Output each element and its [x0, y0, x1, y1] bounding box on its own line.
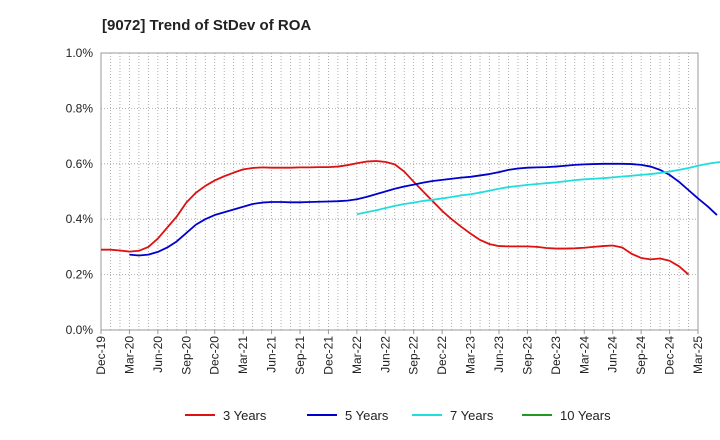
x-tick-label: Dec-19 — [94, 336, 108, 375]
y-tick-label: 1.0% — [66, 46, 94, 60]
legend-label-2: 7 Years — [450, 408, 494, 423]
x-tick-label: Dec-22 — [435, 336, 449, 375]
x-tick-label: Dec-24 — [663, 336, 677, 375]
y-tick-label: 0.6% — [66, 157, 94, 171]
series-line-2 — [356, 161, 720, 216]
legend-label-0: 3 Years — [223, 408, 267, 423]
grid — [100, 52, 699, 331]
y-tick-label: 0.2% — [66, 268, 94, 282]
y-tick-label: 0.0% — [66, 323, 94, 337]
x-tick-label: Sep-22 — [407, 336, 421, 375]
x-tick-label: Mar-25 — [691, 336, 705, 374]
series-line-0 — [101, 160, 690, 276]
plot-frame — [100, 52, 699, 331]
x-tick-label: Jun-21 — [265, 336, 279, 373]
x-tick-label: Sep-23 — [520, 336, 534, 375]
x-tick-label: Mar-23 — [464, 336, 478, 374]
x-tick-label: Jun-23 — [492, 336, 506, 373]
legend-label-1: 5 Years — [345, 408, 389, 423]
y-tick-label: 0.4% — [66, 212, 94, 226]
series-lines — [101, 160, 720, 276]
x-tick-label: Dec-23 — [549, 336, 563, 375]
x-tick-label: Jun-20 — [151, 336, 165, 373]
x-tick-label: Sep-21 — [293, 336, 307, 375]
legend-label-3: 10 Years — [560, 408, 611, 423]
x-tick-label: Mar-24 — [577, 336, 591, 374]
x-tick-label: Sep-24 — [634, 336, 648, 375]
axes: 0.0% 0.2% 0.4% 0.6% 0.8% 1.0% Dec-19 Mar-20 Jun-… — [66, 46, 705, 375]
x-tick-label: Jun-24 — [606, 336, 620, 373]
x-tick-label: Dec-21 — [321, 336, 335, 375]
x-tick-label: Mar-22 — [350, 336, 364, 374]
legend: 3 Years 5 Years 7 Years 10 Years — [185, 408, 611, 423]
chart-title: [9072] Trend of StDev of ROA — [102, 17, 311, 34]
x-tick-label: Mar-21 — [236, 336, 250, 374]
x-tick-label: Sep-20 — [179, 336, 193, 375]
x-tick-label: Jun-22 — [378, 336, 392, 373]
x-tick-label: Dec-20 — [208, 336, 222, 375]
y-tick-label: 0.8% — [66, 101, 94, 115]
x-tick-label: Mar-20 — [122, 336, 136, 374]
series-line-1 — [129, 162, 718, 257]
